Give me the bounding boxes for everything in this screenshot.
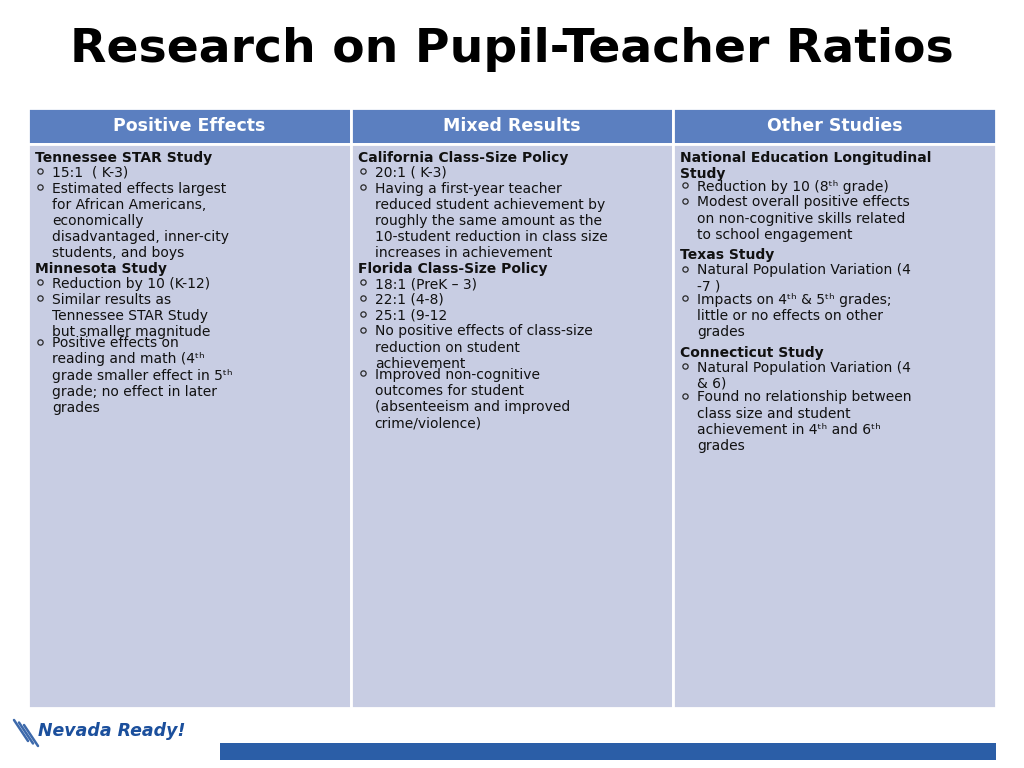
Text: Tennessee STAR Study: Tennessee STAR Study [35, 151, 212, 165]
FancyBboxPatch shape [350, 108, 674, 144]
FancyBboxPatch shape [674, 108, 996, 144]
Text: National Education Longitudinal
Study: National Education Longitudinal Study [680, 151, 932, 181]
Text: Modest overall positive effects
on non-cognitive skills related
to school engage: Modest overall positive effects on non-c… [697, 195, 910, 242]
Text: Other Studies: Other Studies [767, 117, 902, 135]
FancyBboxPatch shape [674, 144, 996, 708]
Text: Research on Pupil-Teacher Ratios: Research on Pupil-Teacher Ratios [70, 28, 954, 72]
Text: Connecticut Study: Connecticut Study [680, 346, 824, 360]
Text: 22:1 (4-8): 22:1 (4-8) [375, 293, 443, 307]
Text: Natural Population Variation (4
& 6): Natural Population Variation (4 & 6) [697, 361, 911, 391]
Text: No positive effects of class-size
reduction on student
achievement: No positive effects of class-size reduct… [375, 324, 593, 371]
FancyBboxPatch shape [220, 743, 996, 760]
Text: Having a first-year teacher
reduced student achievement by
roughly the same amou: Having a first-year teacher reduced stud… [375, 181, 607, 260]
FancyBboxPatch shape [28, 144, 350, 708]
Text: Impacts on 4ᵗʰ & 5ᵗʰ grades;
little or no effects on other
grades: Impacts on 4ᵗʰ & 5ᵗʰ grades; little or n… [697, 293, 892, 339]
Text: 25:1 (9-12: 25:1 (9-12 [375, 309, 446, 323]
FancyBboxPatch shape [350, 144, 674, 708]
Text: 18:1 (PreK – 3): 18:1 (PreK – 3) [375, 277, 476, 291]
Text: Similar results as
Tennessee STAR Study
but smaller magnitude: Similar results as Tennessee STAR Study … [52, 293, 210, 339]
Text: Minnesota Study: Minnesota Study [35, 262, 167, 276]
Text: Reduction by 10 (8ᵗʰ grade): Reduction by 10 (8ᵗʰ grade) [697, 180, 889, 194]
Text: Texas Study: Texas Study [680, 249, 774, 263]
Text: Nevada Ready!: Nevada Ready! [38, 722, 185, 740]
FancyBboxPatch shape [28, 108, 350, 144]
Text: Reduction by 10 (K-12): Reduction by 10 (K-12) [52, 277, 210, 291]
Text: 15:1  ( K-3): 15:1 ( K-3) [52, 166, 128, 180]
Text: Positive Effects: Positive Effects [113, 117, 265, 135]
Text: California Class-Size Policy: California Class-Size Policy [357, 151, 568, 165]
Text: Positive effects on
reading and math (4ᵗʰ
grade smaller effect in 5ᵗʰ
grade; no : Positive effects on reading and math (4ᵗ… [52, 336, 232, 415]
Text: 20:1 ( K-3): 20:1 ( K-3) [375, 166, 446, 180]
Text: Found no relationship between
class size and student
achievement in 4ᵗʰ and 6ᵗʰ
: Found no relationship between class size… [697, 390, 911, 453]
Text: Florida Class-Size Policy: Florida Class-Size Policy [357, 262, 547, 276]
Text: Natural Population Variation (4
-7 ): Natural Population Variation (4 -7 ) [697, 263, 911, 293]
Text: Mixed Results: Mixed Results [443, 117, 581, 135]
Text: Estimated effects largest
for African Americans,
economically
disadvantaged, inn: Estimated effects largest for African Am… [52, 181, 229, 260]
Text: Improved non-cognitive
outcomes for student
(absenteeism and improved
crime/viol: Improved non-cognitive outcomes for stud… [375, 368, 570, 430]
